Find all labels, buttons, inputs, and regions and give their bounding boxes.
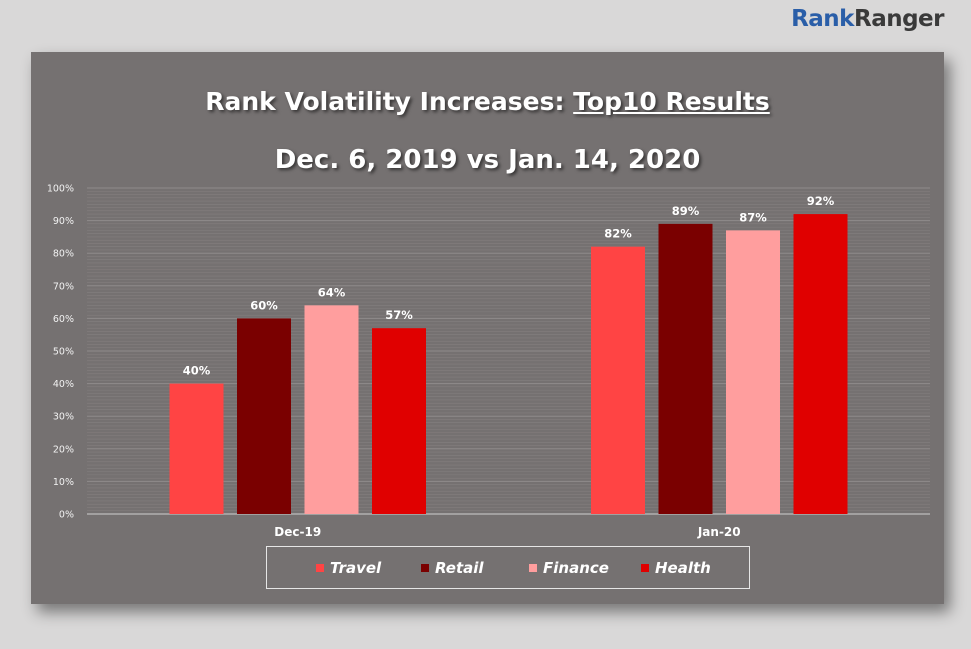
data-label: 87% bbox=[739, 210, 767, 224]
y-tick-label: 10% bbox=[53, 477, 74, 488]
chart-title-prefix: Rank Volatility Increases: bbox=[205, 87, 574, 116]
y-tick-label: 0% bbox=[59, 510, 74, 521]
y-tick-label: 20% bbox=[53, 444, 74, 455]
chart-panel: Rank Volatility Increases: Top10 Results… bbox=[31, 52, 944, 604]
brand-logo: RankRanger bbox=[791, 6, 944, 32]
data-label: 82% bbox=[604, 227, 632, 241]
legend-label: Health bbox=[655, 559, 711, 577]
data-label: 92% bbox=[807, 194, 835, 208]
y-tick-label: 30% bbox=[53, 412, 74, 423]
chart-subtitle: Dec. 6, 2019 vs Jan. 14, 2020 bbox=[274, 145, 701, 175]
bar-finance-dec-19 bbox=[304, 305, 359, 514]
y-tick-label: 50% bbox=[53, 347, 74, 358]
legend: Travel Retail Finance Health bbox=[266, 546, 750, 589]
y-tick-label: 40% bbox=[53, 379, 74, 390]
bar-retail-jan-20 bbox=[658, 223, 713, 515]
y-tick-label: 90% bbox=[53, 216, 74, 227]
legend-item-finance: Finance bbox=[529, 558, 609, 578]
brand-part2: Ranger bbox=[853, 6, 945, 32]
data-label: 60% bbox=[250, 298, 278, 312]
x-tick-label: Dec-19 bbox=[274, 525, 321, 539]
legend-swatch bbox=[641, 563, 649, 572]
chart-title: Rank Volatility Increases: Top10 Results bbox=[31, 87, 944, 116]
x-tick-label: Jan-20 bbox=[697, 525, 741, 539]
legend-label: Retail bbox=[435, 559, 484, 577]
data-label: 64% bbox=[318, 285, 346, 299]
legend-swatch bbox=[421, 563, 429, 572]
y-tick-label: 60% bbox=[53, 314, 74, 325]
data-label: 57% bbox=[385, 308, 413, 322]
bar-finance-jan-20 bbox=[726, 230, 780, 514]
legend-item-retail: Retail bbox=[421, 558, 484, 578]
y-tick-label: 80% bbox=[53, 249, 74, 260]
bar-health-jan-20 bbox=[793, 214, 848, 514]
legend-swatch bbox=[316, 563, 324, 572]
legend-label: Finance bbox=[543, 559, 609, 577]
y-tick-label: 100% bbox=[47, 184, 74, 195]
legend-item-travel: Travel bbox=[316, 558, 381, 578]
brand-part1: Rank bbox=[791, 6, 854, 32]
legend-item-health: Health bbox=[641, 558, 711, 578]
chart-title-underlined: Top10 Results bbox=[573, 87, 770, 116]
legend-label: Travel bbox=[330, 559, 382, 577]
bar-travel-jan-20 bbox=[591, 246, 645, 514]
y-tick-label: 70% bbox=[53, 281, 74, 292]
data-label: 40% bbox=[183, 364, 211, 378]
legend-swatch bbox=[529, 563, 537, 572]
bar-travel-dec-19 bbox=[169, 383, 224, 514]
bar-health-dec-19 bbox=[372, 328, 426, 514]
bar-chart: 0% 10% 20% 30% 40% 50% 60% 70% 80% 90% 100% 40% 60% 6… bbox=[47, 184, 930, 539]
data-label: 89% bbox=[672, 204, 700, 218]
bar-retail-dec-19 bbox=[237, 318, 291, 514]
